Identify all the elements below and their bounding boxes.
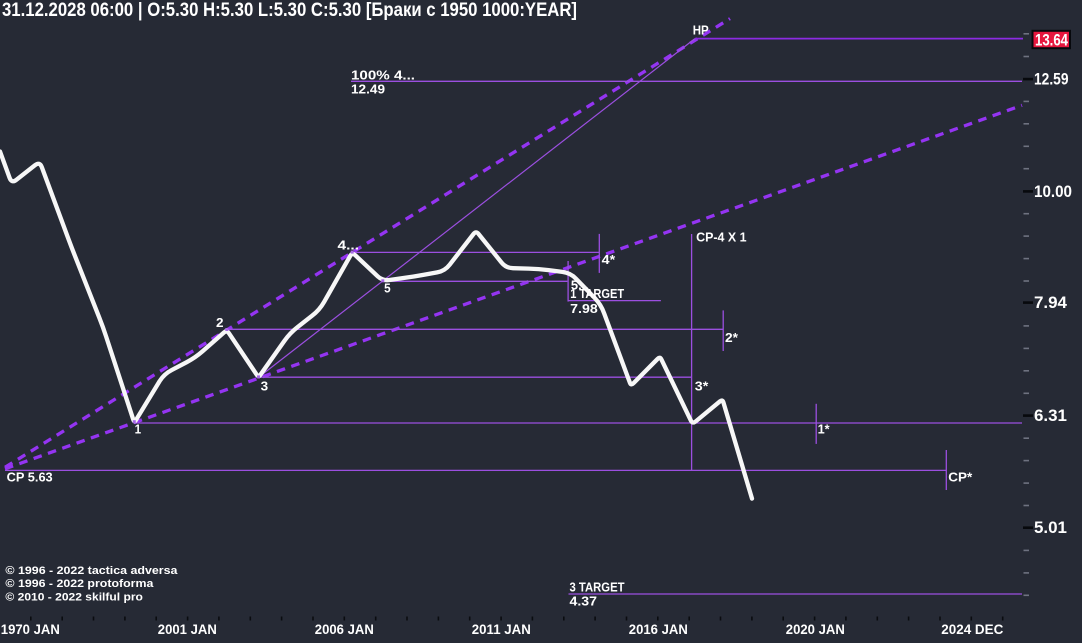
svg-text:1*: 1* (818, 423, 830, 437)
svg-text:2*: 2* (725, 331, 738, 345)
svg-text:12.59: 12.59 (1034, 71, 1069, 89)
svg-text:2011 JAN: 2011 JAN (472, 621, 531, 637)
svg-text:10.00: 10.00 (1034, 183, 1072, 201)
svg-text:7.94: 7.94 (1034, 294, 1068, 312)
svg-text:2016 JAN: 2016 JAN (629, 621, 688, 637)
svg-text:2006 JAN: 2006 JAN (315, 621, 374, 637)
svg-text:4...: 4... (338, 238, 360, 252)
svg-text:1970 JAN: 1970 JAN (1, 621, 60, 637)
svg-text:CP*: CP* (948, 471, 972, 485)
svg-text:CP-4 X 1: CP-4 X 1 (696, 230, 747, 244)
svg-text:100% 4...: 100% 4... (351, 69, 415, 83)
svg-text:6.31: 6.31 (1034, 407, 1067, 425)
svg-text:3 TARGET: 3 TARGET (570, 580, 625, 594)
svg-text:2: 2 (216, 316, 224, 330)
svg-text:1: 1 (135, 423, 142, 437)
svg-text:5: 5 (384, 281, 391, 295)
svg-text:© 1996 - 2022 tactica adversa: © 1996 - 2022 tactica adversa (5, 565, 178, 577)
svg-text:2001 JAN: 2001 JAN (158, 621, 217, 637)
svg-text:3: 3 (261, 379, 269, 393)
svg-text:© 1996 - 2022 protoforma: © 1996 - 2022 protoforma (5, 578, 154, 590)
svg-text:4.37: 4.37 (570, 595, 598, 609)
svg-text:12.49: 12.49 (351, 82, 385, 96)
svg-text:31.12.2028 06:00 | O:5.30 H:5.: 31.12.2028 06:00 | O:5.30 H:5.30 L:5.30 … (2, 0, 577, 21)
svg-text:2020 JAN: 2020 JAN (786, 621, 845, 637)
svg-text:3*: 3* (695, 379, 709, 393)
svg-text:4*: 4* (602, 253, 616, 267)
svg-text:7.98: 7.98 (570, 302, 598, 316)
svg-text:CP 5.63: CP 5.63 (7, 471, 53, 485)
svg-text:5...: 5... (571, 279, 589, 293)
svg-text:5.01: 5.01 (1034, 519, 1067, 537)
svg-text:© 2010 - 2022 skilful pro: © 2010 - 2022 skilful pro (5, 592, 143, 604)
svg-text:13.64: 13.64 (1035, 31, 1068, 50)
svg-text:1 TARGET: 1 TARGET (570, 287, 624, 301)
svg-text:2024 DEC: 2024 DEC (941, 621, 1003, 637)
svg-text:HP: HP (693, 23, 709, 37)
